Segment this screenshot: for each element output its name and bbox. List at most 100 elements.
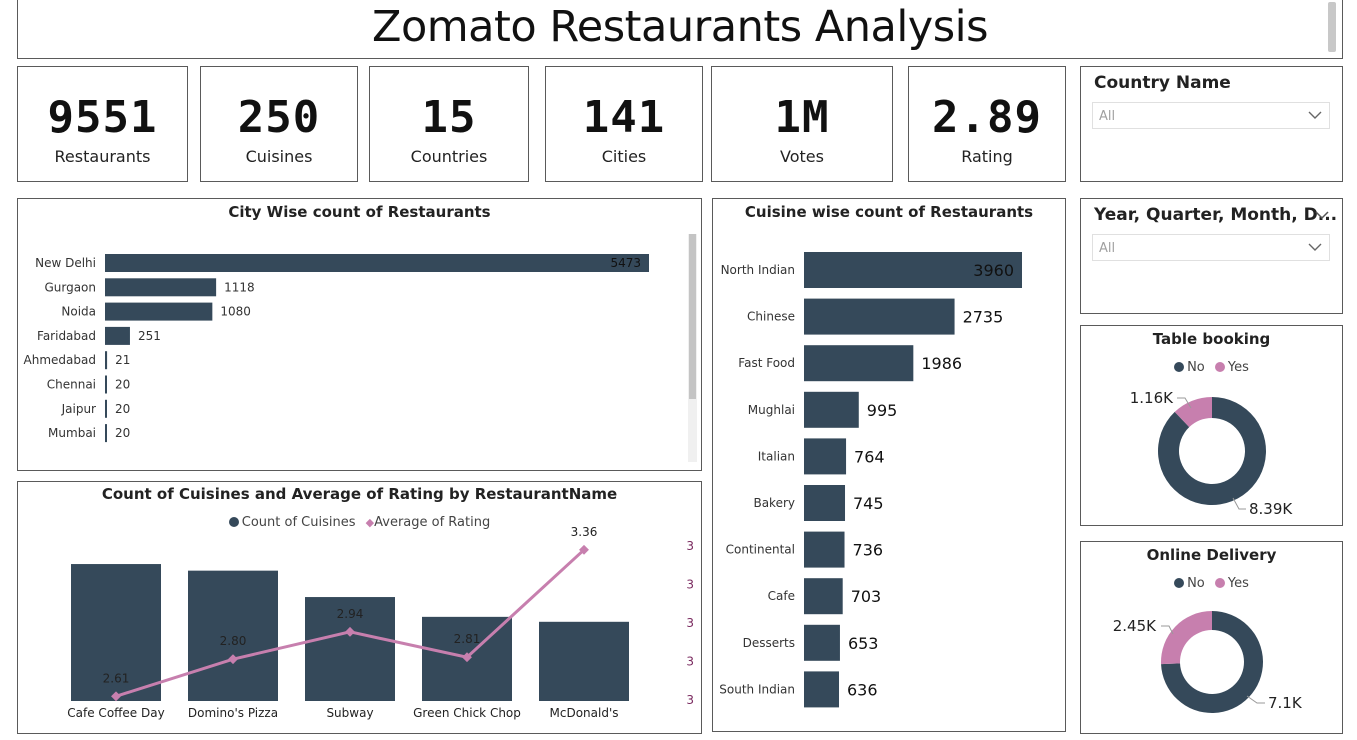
kpi-value: 1M <box>774 92 830 143</box>
kpi-label: Restaurants <box>54 147 151 166</box>
chart-scrollbar[interactable] <box>688 234 697 462</box>
y2-tick-label: 3 <box>686 578 694 592</box>
data-label: 1.16K <box>1130 389 1174 407</box>
kpi-label: Cuisines <box>245 147 313 166</box>
slicer-title: Country Name <box>1094 73 1231 93</box>
y2-tick-label: 3 <box>686 655 694 669</box>
legend-label: Count of Cuisines <box>241 515 356 530</box>
kpi-card-restaurants: 9551 Restaurants <box>17 66 188 182</box>
legend-item-yes[interactable]: Yes <box>1214 360 1249 375</box>
chart-title: Table booking <box>1152 330 1271 348</box>
chart-scroll-thumb[interactable] <box>689 234 696 399</box>
online-delivery-panel: Online Delivery No Yes 2.45K 7.1K <box>1080 541 1343 734</box>
legend-dot <box>1174 362 1185 372</box>
data-label: 20 <box>115 378 130 392</box>
bar <box>804 298 955 335</box>
data-label: 653 <box>848 634 879 653</box>
legend-dot <box>228 517 239 527</box>
combo-chart: Cafe Coffee Day Domino's Pizza Subway Green… <box>67 525 694 720</box>
data-label: 3.36 <box>571 525 598 539</box>
data-label: 21 <box>115 353 130 367</box>
legend-label: No <box>1187 360 1205 375</box>
kpi-value: 2.89 <box>932 92 1042 143</box>
category-label: Domino's Pizza <box>188 706 278 720</box>
bar <box>804 485 846 521</box>
donut-slice <box>1161 611 1212 665</box>
data-label: 2.45K <box>1113 617 1157 635</box>
category-label: Mumbai <box>48 426 96 440</box>
category-label: Mughlai <box>748 403 795 417</box>
kpi-value: 9551 <box>47 92 158 143</box>
legend-label: Yes <box>1227 360 1249 375</box>
chart-title: Online Delivery <box>1146 546 1277 564</box>
bar <box>105 375 107 394</box>
kpi-label: Rating <box>961 147 1013 166</box>
category-label: McDonald's <box>550 706 619 720</box>
legend-item-rating[interactable]: ◆Average of Rating <box>366 515 491 530</box>
bar <box>804 578 843 615</box>
bar <box>71 564 161 701</box>
data-label: 2.81 <box>454 632 481 646</box>
legend-item-no[interactable]: No <box>1174 576 1205 591</box>
category-label: Fast Food <box>738 356 795 370</box>
bar <box>105 254 649 272</box>
data-label: 736 <box>853 541 884 560</box>
cuisine-chart-panel: Cuisine wise count of Restaurants North … <box>712 198 1066 732</box>
donut-slice <box>1161 611 1263 713</box>
category-label: New Delhi <box>35 256 96 270</box>
legend-dot <box>1214 578 1225 588</box>
bar <box>804 391 859 428</box>
chevron-down-icon[interactable] <box>1314 207 1330 223</box>
page-scrollbar[interactable] <box>1328 2 1336 52</box>
kpi-card-cities: 141 Cities <box>545 66 703 182</box>
category-label: Faridabad <box>37 329 96 343</box>
rating-marker <box>111 691 121 702</box>
data-label: 5473 <box>610 256 641 270</box>
diamond-icon: ◆ <box>365 516 375 529</box>
category-label: Desserts <box>743 636 795 650</box>
slicer-title: Year, Quarter, Month, D... <box>1094 205 1338 225</box>
bar <box>804 624 840 661</box>
data-label: 764 <box>854 447 885 466</box>
category-label: Noida <box>61 305 96 319</box>
data-label: 636 <box>847 680 878 699</box>
legend-item-cuisines[interactable]: Count of Cuisines <box>228 515 356 530</box>
date-dropdown[interactable]: All <box>1092 234 1330 261</box>
category-label: Bakery <box>753 496 795 510</box>
data-label: 8.39K <box>1249 500 1293 518</box>
legend-item-no[interactable]: No <box>1174 360 1205 375</box>
category-label: Continental <box>726 543 795 557</box>
chart-legend: No Yes <box>1081 576 1342 591</box>
data-label: 3960 <box>973 261 1014 280</box>
dropdown-value: All <box>1099 241 1116 256</box>
data-label: 2.61 <box>103 671 130 685</box>
chart-title: Count of Cuisines and Average of Rating … <box>101 485 618 503</box>
legend-label: Yes <box>1227 576 1249 591</box>
rating-marker <box>579 544 589 555</box>
page-title: Zomato Restaurants Analysis <box>372 2 988 52</box>
bar <box>105 278 217 297</box>
bar <box>105 302 213 321</box>
city-chart-panel: City Wise count of Restaurants New Delhi… <box>17 198 702 471</box>
legend-item-yes[interactable]: Yes <box>1214 576 1249 591</box>
bar <box>804 345 914 382</box>
kpi-value: 141 <box>582 92 666 143</box>
data-label: 20 <box>115 426 130 440</box>
y2-tick-label: 3 <box>686 539 694 553</box>
data-label: 995 <box>867 401 898 420</box>
chevron-down-icon <box>1308 243 1322 251</box>
table-booking-panel: Table booking No Yes 1.16K 8.39K <box>1080 325 1343 526</box>
legend-dot <box>1174 578 1185 588</box>
data-label: 2.94 <box>337 607 364 621</box>
bar <box>804 671 840 708</box>
city-bar-chart: New Delhi 5473 Gurgaon 1118 Noida 1080 Faridab… <box>24 254 649 443</box>
leader-line <box>1246 695 1265 704</box>
dropdown-value: All <box>1099 109 1116 124</box>
bar <box>105 326 130 345</box>
title-bar: Zomato Restaurants Analysis <box>17 0 1343 59</box>
kpi-card-rating: 2.89 Rating <box>908 66 1066 182</box>
data-label: 1986 <box>921 354 962 373</box>
category-label: Italian <box>758 449 795 463</box>
kpi-card-countries: 15 Countries <box>369 66 529 182</box>
country-dropdown[interactable]: All <box>1092 102 1330 129</box>
